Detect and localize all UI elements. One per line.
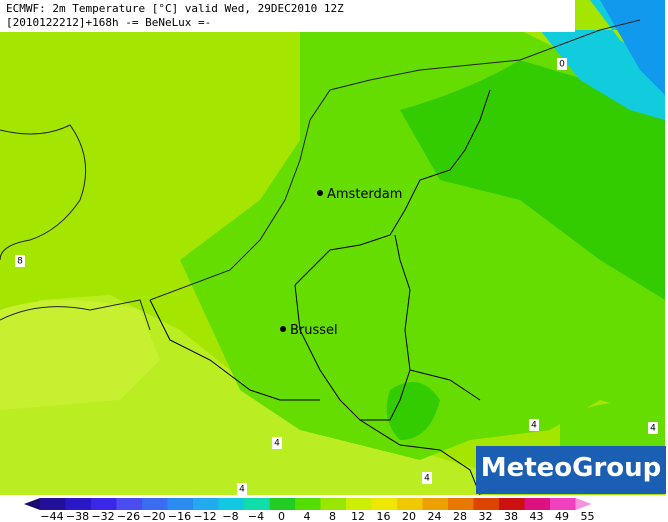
contour-label-box — [529, 419, 539, 431]
colorbar-swatch — [295, 498, 321, 510]
header-line: ECMWF: 2m Temperature [°C] valid Wed, 29… — [6, 2, 344, 15]
colorbar-label: 43 — [530, 510, 544, 522]
contour-label: 4 — [531, 421, 537, 431]
coastline — [149, 19, 641, 301]
temp-field — [0, 300, 160, 410]
contour-label: 4 — [239, 485, 245, 495]
border — [359, 419, 481, 496]
map: Amsterdam Brussel — [0, 0, 665, 496]
colorbar-swatch — [550, 498, 576, 510]
colorbar-label: 4 — [304, 510, 311, 522]
logo-box — [476, 446, 666, 494]
temp-field — [400, 60, 665, 300]
colorbar-label: −16 — [168, 510, 191, 522]
contour-label-box — [272, 437, 282, 449]
colorbar-swatch — [218, 498, 244, 510]
colorbar-swatch — [193, 498, 219, 510]
contour-label-box — [15, 255, 25, 267]
logo: MeteoGroup — [481, 453, 662, 483]
colorbar-label: −26 — [117, 510, 140, 522]
colorbar-swatch — [575, 498, 592, 510]
temp-field — [600, 0, 665, 95]
colorbar-label: −20 — [142, 510, 165, 522]
colorbar-label: 20 — [402, 510, 416, 522]
colorbar-label: 24 — [428, 510, 442, 522]
colorbar-label: 16 — [377, 510, 391, 522]
colorbar-label: 28 — [453, 510, 467, 522]
header-box — [0, 0, 575, 32]
colorbar-label: 32 — [479, 510, 493, 522]
colorbar-label: −8 — [222, 510, 238, 522]
header-line: [2010122212]+168h -= BeNeLux =- — [6, 16, 211, 29]
coastline — [0, 299, 151, 331]
contour-label-box — [648, 422, 658, 434]
colorbar-swatch — [244, 498, 270, 510]
colorbar-label: 8 — [329, 510, 336, 522]
coastline — [0, 124, 87, 261]
temp-field — [386, 382, 440, 440]
temp-field — [560, 402, 665, 450]
city-marker — [280, 326, 286, 332]
colorbar-label: −4 — [248, 510, 264, 522]
colorbar-swatch — [142, 498, 168, 510]
contour-label: 0 — [559, 60, 565, 70]
colorbar-label: 0 — [278, 510, 285, 522]
colorbar: −44 −38 −32 −26 −20 −16 −12 −8 −4 0 4 8 12 16 20 24 28 32… — [24, 498, 595, 522]
colorbar-swatch — [24, 498, 40, 510]
colorbar-swatch — [116, 498, 142, 510]
colorbar-swatch — [320, 498, 346, 510]
contour-labels: 0 8 4 4 4 4 4 — [15, 58, 658, 495]
colorbar-swatch — [65, 498, 91, 510]
colorbar-swatch — [448, 498, 474, 510]
colorbar-swatch — [524, 498, 550, 510]
city-marker — [317, 190, 323, 196]
contour-label: 4 — [274, 439, 280, 449]
colorbar-label: −12 — [193, 510, 216, 522]
city-label: Amsterdam — [327, 187, 402, 202]
border — [409, 369, 481, 401]
colorbar-swatch — [167, 498, 193, 510]
colorbar-swatch — [40, 498, 66, 510]
contour-label: 4 — [650, 424, 656, 434]
colorbar-swatch — [346, 498, 372, 510]
colorbar-swatch — [473, 498, 499, 510]
contour-label: 4 — [424, 474, 430, 484]
colorbar-label: 12 — [351, 510, 365, 522]
colorbar-label: −38 — [66, 510, 89, 522]
colorbar-swatch — [371, 498, 397, 510]
colorbar-swatch — [397, 498, 423, 510]
colorbar-swatch — [91, 498, 117, 510]
colorbar-swatch — [269, 498, 295, 510]
border — [294, 89, 491, 286]
border — [294, 234, 411, 421]
border — [149, 299, 320, 401]
contour-label-box — [557, 58, 567, 70]
contour-label: 8 — [17, 257, 23, 267]
colorbar-swatch — [499, 498, 525, 510]
contour-label-box — [422, 472, 432, 484]
colorbar-label: −44 — [40, 510, 63, 522]
colorbar-label: −32 — [91, 510, 114, 522]
colorbar-label: 55 — [581, 510, 595, 522]
contour-label-box — [237, 483, 247, 495]
colorbar-swatch — [422, 498, 448, 510]
colorbar-label: 49 — [555, 510, 569, 522]
city-label: Brussel — [290, 323, 338, 338]
colorbar-label: 38 — [504, 510, 518, 522]
